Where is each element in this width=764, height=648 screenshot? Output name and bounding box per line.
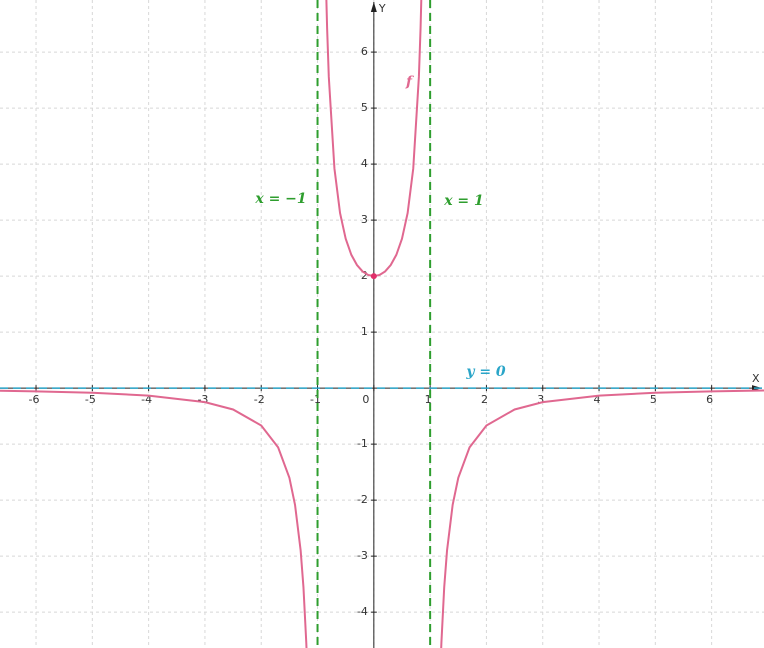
asymptote-label: y = 0 xyxy=(465,364,506,380)
x-tick-label: 3 xyxy=(537,393,544,406)
x-tick-label: 0 xyxy=(362,393,369,406)
y-tick-label: -3 xyxy=(357,549,368,562)
y-tick-label: 4 xyxy=(361,157,368,170)
x-tick-label: -3 xyxy=(197,393,208,406)
x-tick-label: -4 xyxy=(141,393,152,406)
y-axis-arrow xyxy=(370,2,377,12)
x-tick-label: -6 xyxy=(29,393,40,406)
x-axis-label: X xyxy=(752,372,760,385)
x-tick-label: -1 xyxy=(310,393,321,406)
y-tick-label: 2 xyxy=(361,269,368,282)
y-tick-label: 6 xyxy=(361,45,368,58)
y-tick-label: -4 xyxy=(357,605,368,618)
y-axis-label: Y xyxy=(378,2,386,15)
legend-label: f xyxy=(405,74,415,90)
y-tick-label: -1 xyxy=(357,437,368,450)
y-tick-label: 5 xyxy=(361,101,368,114)
y-tick-label: -2 xyxy=(357,493,368,506)
x-tick-label: -5 xyxy=(85,393,96,406)
asymptote-label: x = 1 xyxy=(443,193,484,209)
x-tick-label: 4 xyxy=(594,393,601,406)
x-tick-label: 5 xyxy=(650,393,657,406)
x-tick-label: -2 xyxy=(254,393,265,406)
x-tick-label: 1 xyxy=(425,393,432,406)
asymptote-label: x = −1 xyxy=(254,191,306,207)
y-tick-label: 1 xyxy=(361,325,368,338)
x-tick-label: 6 xyxy=(706,393,713,406)
point xyxy=(370,273,377,280)
x-tick-label: 2 xyxy=(481,393,488,406)
y-tick-label: 3 xyxy=(361,213,368,226)
